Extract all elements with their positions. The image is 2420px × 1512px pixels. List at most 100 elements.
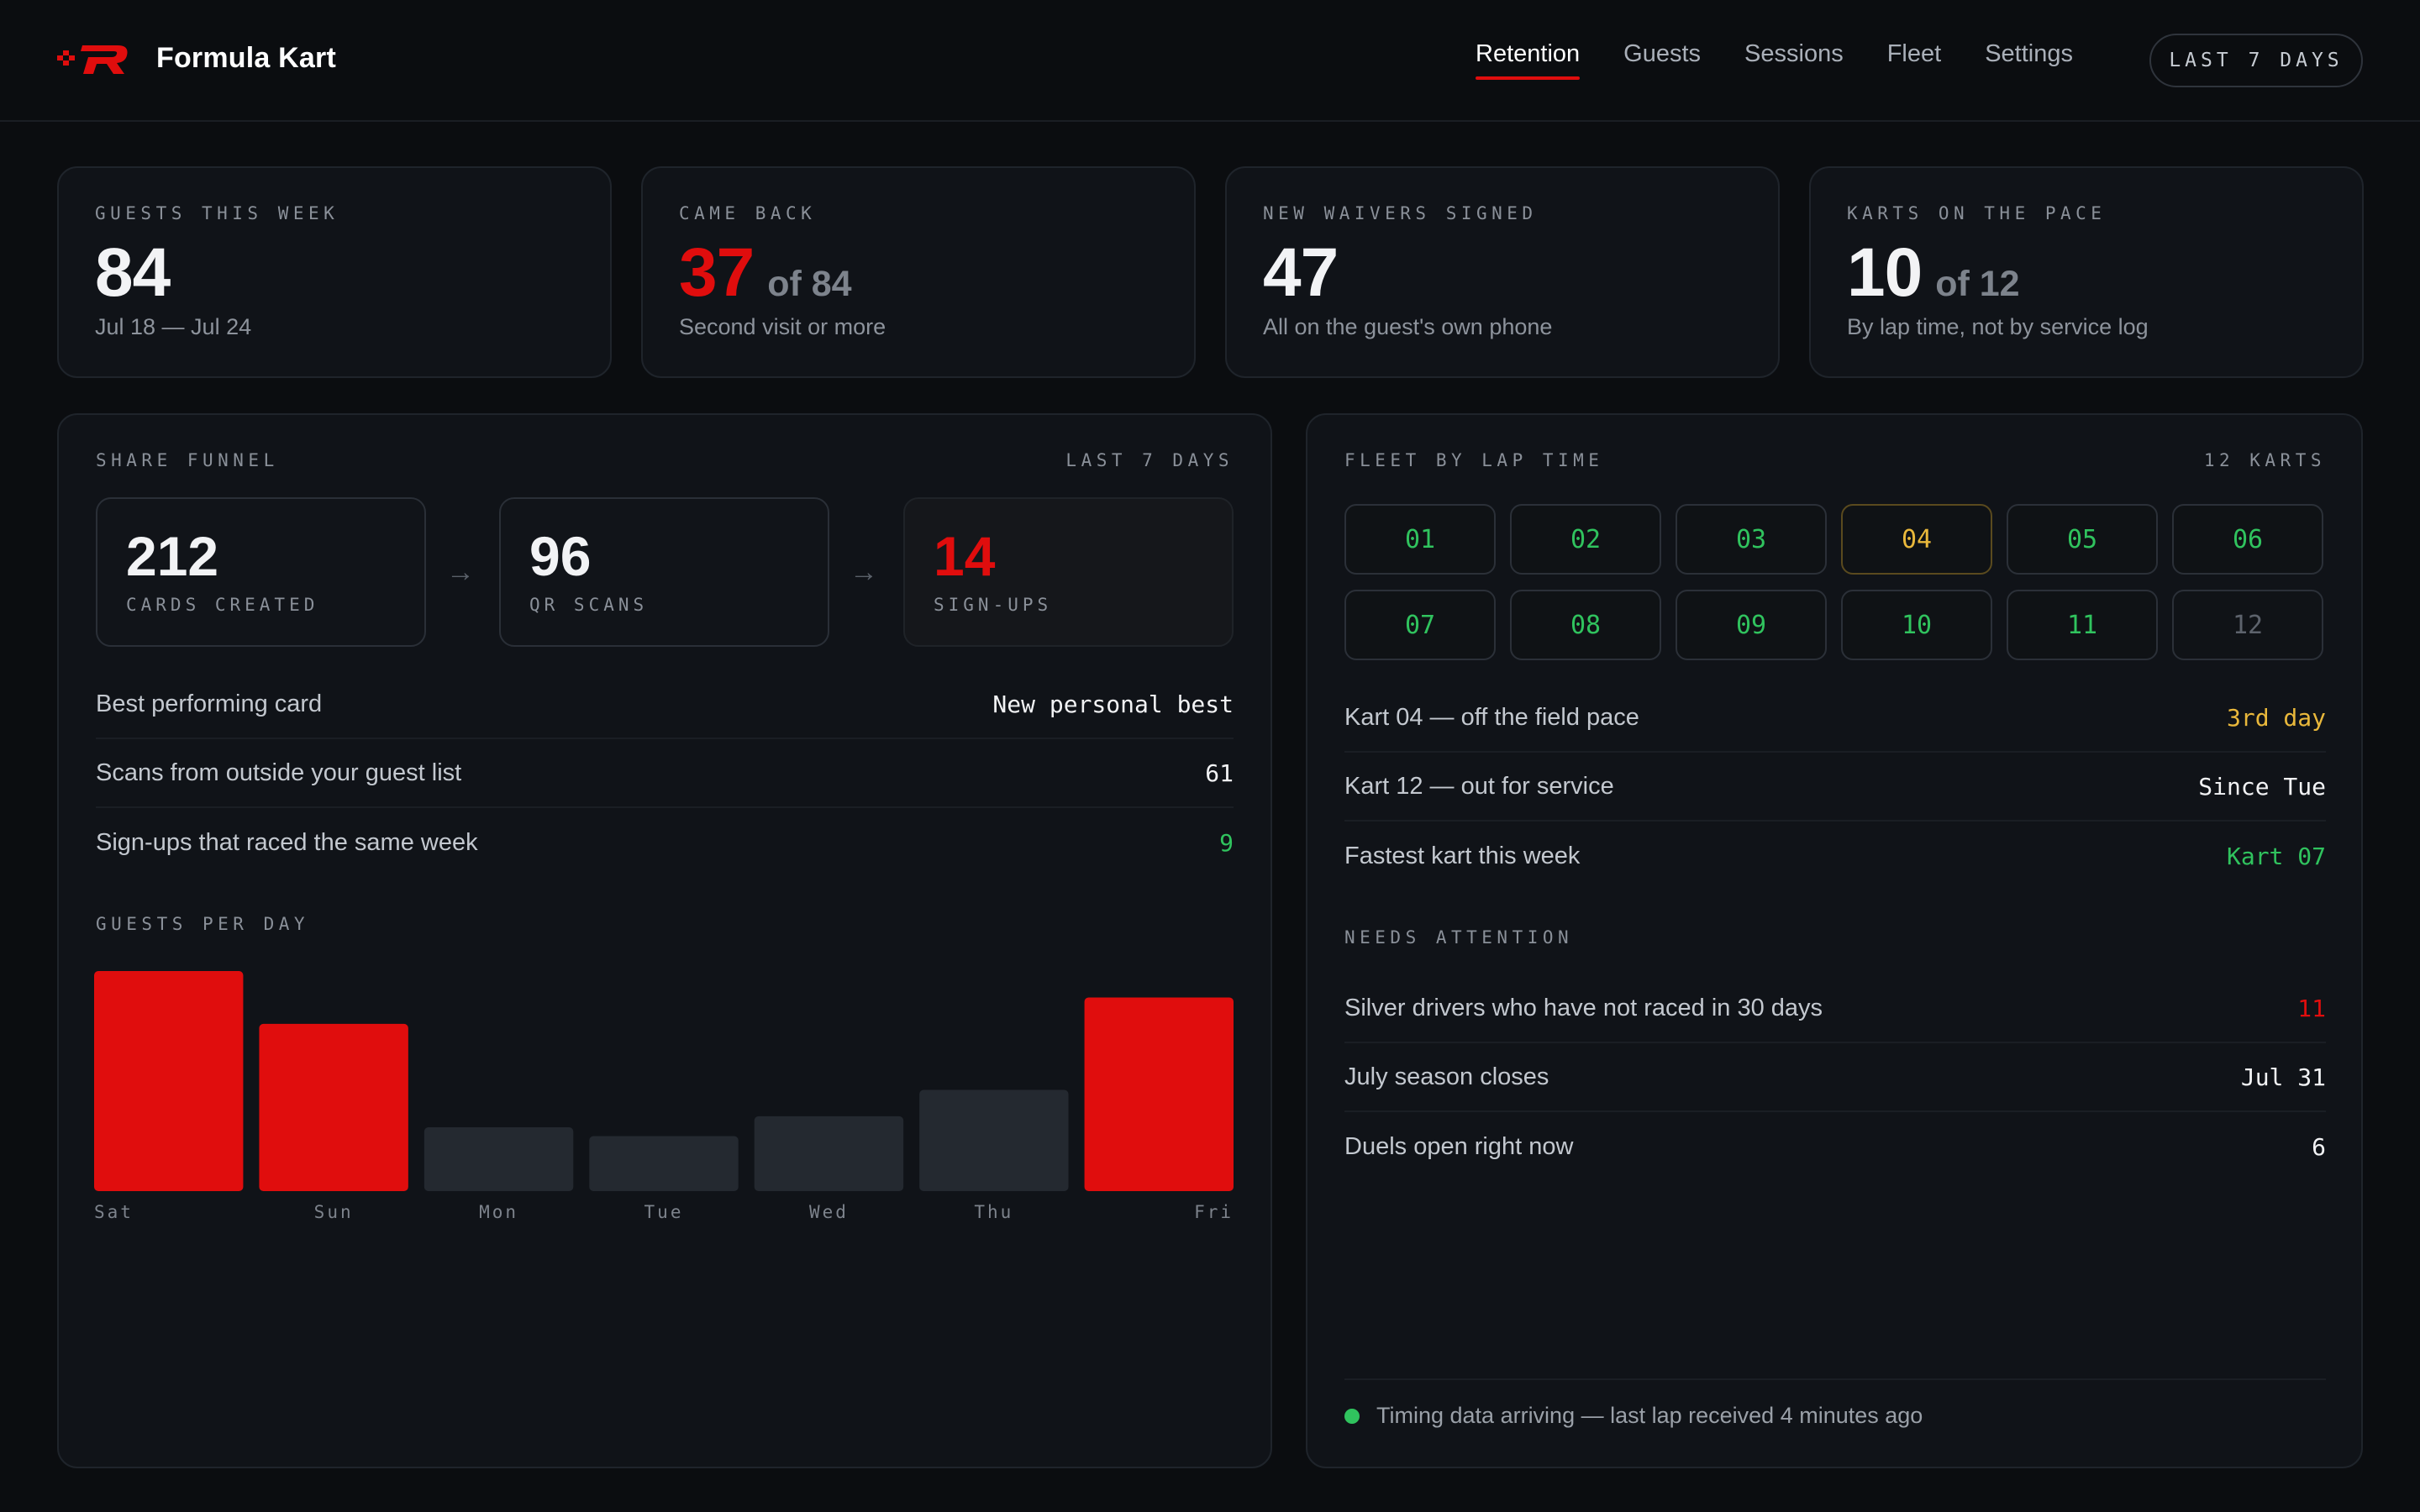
brand-name: Formula Kart — [156, 42, 336, 74]
arrow-right-icon: → — [446, 556, 475, 588]
funnel-label: CARDS CREATED — [126, 595, 319, 615]
tick-label-wed: Wed — [809, 1202, 849, 1222]
row-value: 11 — [2297, 994, 2326, 1022]
top-bar: Formula Kart Retention Guests Sessions F… — [0, 0, 2420, 122]
funnel-value: 212 — [126, 525, 219, 587]
stat-label: NEW WAIVERS SIGNED — [1263, 203, 1538, 223]
tick-label-sun: Sun — [314, 1202, 354, 1222]
tick-label-sat: Sat — [94, 1202, 134, 1222]
kart-tile-06[interactable]: 06 — [2172, 504, 2323, 575]
row-value: 3rd day — [2226, 703, 2326, 732]
row-value: Jul 31 — [2240, 1063, 2326, 1091]
stat-value: 10 of 12 — [1847, 234, 2362, 311]
needs-attention-title: NEEDS ATTENTION — [1344, 927, 1574, 948]
stat-value: 84 — [95, 234, 610, 311]
list-item: Scans from outside your guest list 61 — [96, 739, 1234, 808]
guests-per-day-chart: Sat Sun Mon Tue Wed Thu Fri — [94, 971, 1234, 1222]
stat-number: 84 — [95, 234, 171, 311]
stat-subtitle: All on the guest's own phone — [1263, 314, 1553, 339]
stat-card-waivers: NEW WAIVERS SIGNED 47 All on the guest's… — [1225, 166, 1780, 378]
kart-tile-01[interactable]: 01 — [1344, 504, 1496, 575]
row-label: Sign-ups that raced the same week — [96, 828, 478, 856]
row-label: Scans from outside your guest list — [96, 759, 462, 786]
row-label: Fastest kart this week — [1344, 842, 1581, 869]
stat-value: 47 — [1263, 234, 1778, 311]
row-label: Kart 12 — out for service — [1344, 772, 1614, 800]
kart-tile-12[interactable]: 12 — [2172, 590, 2323, 660]
stat-value: 37 of 84 — [679, 234, 1194, 311]
bar-sat — [94, 971, 244, 1191]
row-value: 9 — [1219, 828, 1234, 857]
funnel-value: 14 — [934, 525, 996, 587]
row-label: Duels open right now — [1344, 1132, 1574, 1160]
funnel-step-scans: 96 QR SCANS — [499, 497, 829, 647]
bar-sun — [259, 1023, 408, 1191]
formula-kart-logo-icon — [57, 45, 128, 74]
status-dot-icon — [1344, 1408, 1360, 1424]
kart-tile-03[interactable]: 03 — [1676, 504, 1827, 575]
funnel-label: QR SCANS — [529, 595, 649, 615]
fleet-count: 12 KARTS — [2203, 450, 2326, 470]
fleet-panel — [1306, 413, 2363, 1468]
bar-thu — [919, 1089, 1069, 1191]
stat-card-karts: KARTS ON THE PACE 10 of 12 By lap time, … — [1809, 166, 2364, 378]
list-item: Fastest kart this week Kart 07 — [1344, 822, 2326, 890]
stat-subtitle: By lap time, not by service log — [1847, 314, 2149, 339]
bar-mon — [424, 1127, 574, 1191]
nav-sessions[interactable]: Sessions — [1744, 40, 1844, 67]
funnel-step-signups: 14 SIGN-UPS — [903, 497, 1234, 647]
stat-number: 10 — [1847, 234, 1923, 311]
row-value: New personal best — [992, 690, 1234, 718]
kart-tile-07[interactable]: 07 — [1344, 590, 1496, 660]
status-text: Timing data arriving — last lap received… — [1376, 1403, 1923, 1428]
tick-label-thu: Thu — [974, 1202, 1013, 1222]
row-label: July season closes — [1344, 1063, 1549, 1090]
row-value: 61 — [1205, 759, 1234, 787]
row-label: Kart 04 — off the field pace — [1344, 703, 1639, 731]
list-item: Best performing card New personal best — [96, 670, 1234, 739]
timing-status: Timing data arriving — last lap received… — [1344, 1403, 1923, 1429]
stat-of-total: of 84 — [767, 264, 852, 304]
funnel-value: 96 — [529, 525, 592, 587]
row-label: Best performing card — [96, 690, 323, 717]
tick-label-fri: Fri — [1194, 1202, 1234, 1222]
nav-retention[interactable]: Retention — [1476, 40, 1581, 80]
divider — [1344, 1378, 2326, 1380]
chart-title: GUESTS PER DAY — [96, 914, 310, 934]
date-range-button[interactable]: LAST 7 DAYS — [2149, 34, 2363, 87]
stat-card-came-back: CAME BACK 37 of 84 Second visit or more — [641, 166, 1196, 378]
stat-number: 47 — [1263, 234, 1339, 311]
tick-label-mon: Mon — [479, 1202, 518, 1222]
list-item: Kart 04 — off the field pace 3rd day — [1344, 684, 2326, 753]
funnel-range: LAST 7 DAYS — [1065, 450, 1234, 470]
list-item: July season closes Jul 31 — [1344, 1043, 2326, 1112]
kart-tile-04[interactable]: 04 — [1841, 504, 1992, 575]
row-value: 6 — [2312, 1132, 2326, 1161]
list-item: Sign-ups that raced the same week 9 — [96, 808, 1234, 877]
kart-tile-10[interactable]: 10 — [1841, 590, 1992, 660]
kart-tile-11[interactable]: 11 — [2007, 590, 2158, 660]
bar-wed — [754, 1116, 904, 1191]
stat-card-guests: GUESTS THIS WEEK 84 Jul 18 — Jul 24 — [57, 166, 612, 378]
stat-number: 37 — [679, 234, 755, 311]
tick-label-tue: Tue — [644, 1202, 684, 1222]
kart-tile-02[interactable]: 02 — [1510, 504, 1661, 575]
list-item: Duels open right now 6 — [1344, 1112, 2326, 1181]
kart-tile-08[interactable]: 08 — [1510, 590, 1661, 660]
stat-subtitle: Second visit or more — [679, 314, 886, 339]
bar-fri — [1084, 997, 1234, 1191]
stat-subtitle: Jul 18 — Jul 24 — [95, 314, 252, 339]
kart-tile-05[interactable]: 05 — [2007, 504, 2158, 575]
stat-label: CAME BACK — [679, 203, 817, 223]
funnel-step-cards: 212 CARDS CREATED — [96, 497, 426, 647]
funnel-label: SIGN-UPS — [934, 595, 1053, 615]
nav-settings[interactable]: Settings — [1985, 40, 2073, 67]
row-label: Silver drivers who have not raced in 30 … — [1344, 994, 1823, 1021]
kart-tile-09[interactable]: 09 — [1676, 590, 1827, 660]
nav-guests[interactable]: Guests — [1623, 40, 1702, 67]
stat-label: GUESTS THIS WEEK — [95, 203, 339, 223]
nav-fleet[interactable]: Fleet — [1886, 40, 1942, 67]
list-item: Silver drivers who have not raced in 30 … — [1344, 974, 2326, 1043]
stat-label: KARTS ON THE PACE — [1847, 203, 2107, 223]
list-item: Kart 12 — out for service Since Tue — [1344, 753, 2326, 822]
